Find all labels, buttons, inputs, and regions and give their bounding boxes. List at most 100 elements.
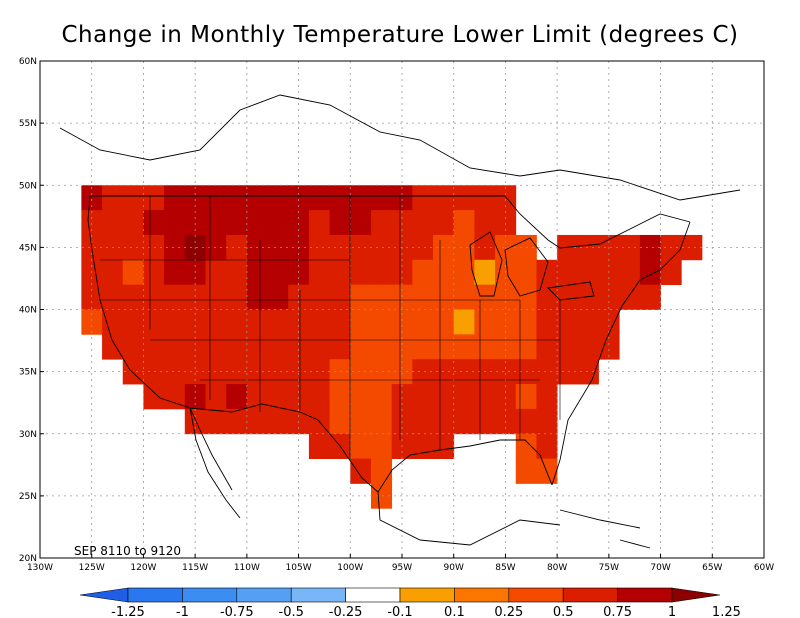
grid-cell — [246, 384, 268, 410]
grid-cell — [370, 359, 393, 385]
grid-cell — [660, 259, 682, 286]
grid-cell — [205, 309, 227, 335]
grid-cell — [536, 458, 558, 484]
grid-cell — [433, 284, 455, 310]
colorbar-label: 1.25 — [712, 605, 741, 618]
grid-cell — [495, 384, 517, 410]
grid-cell — [267, 408, 289, 435]
grid-cell — [536, 334, 558, 360]
grid-cell — [350, 185, 372, 211]
grid-cell — [102, 284, 124, 310]
grid-cell — [122, 185, 144, 211]
grid-cell — [350, 359, 372, 385]
grid-cell — [329, 210, 351, 236]
grid-cell — [102, 334, 124, 360]
grid-cells-layer — [81, 185, 703, 509]
lon-tick-label: 115W — [182, 563, 208, 573]
grid-cell — [495, 284, 517, 310]
grid-cell — [515, 433, 537, 459]
grid-cell — [143, 284, 165, 310]
grid-cell — [412, 259, 434, 286]
mexico-coast — [377, 491, 561, 546]
lon-tick-label: 85W — [495, 563, 515, 573]
grid-cell — [164, 384, 186, 410]
grid-cell — [639, 284, 661, 310]
grid-cell — [143, 384, 165, 410]
grid-cell — [267, 210, 289, 236]
grid-cell — [143, 185, 165, 211]
colorbar-label: -0.25 — [329, 605, 363, 618]
colorbar-swatch — [127, 587, 183, 603]
grid-cell — [288, 309, 310, 335]
grid-cell — [184, 185, 206, 211]
grid-cell — [143, 210, 165, 236]
grid-cell — [350, 433, 372, 459]
grid-cell — [577, 284, 599, 310]
lat-tick-label: 35N — [19, 368, 37, 378]
grid-cell — [433, 384, 455, 410]
grid-cell — [370, 259, 393, 286]
grid-cell — [122, 334, 144, 360]
grid-cell — [536, 284, 558, 310]
grid-cell — [81, 210, 103, 236]
colorbar-label: -0.75 — [220, 605, 254, 618]
lat-tick-label: 20N — [19, 554, 37, 564]
us-canada-border — [90, 195, 691, 249]
grid-cell — [205, 185, 227, 211]
grid-cell — [184, 210, 206, 236]
grid-cell — [143, 234, 165, 261]
colorbar-label: 0.1 — [444, 605, 465, 618]
baja-peninsula — [189, 407, 241, 519]
grid-cell — [433, 185, 455, 211]
grid-cell — [453, 259, 475, 286]
grid-cell — [329, 259, 351, 286]
colorbar-label: 0.5 — [553, 605, 574, 618]
lon-tick-label: 100W — [337, 563, 363, 573]
grid-cell — [619, 259, 641, 286]
grid-cell — [288, 384, 310, 410]
grid-cell — [453, 408, 475, 435]
grid-cell — [246, 210, 268, 236]
grid-cell — [412, 359, 434, 385]
gridlines-layer — [40, 61, 764, 558]
grid-cell — [267, 334, 289, 360]
grid-cell — [267, 309, 289, 335]
latitude-labels: 20N 25N 30N 35N 40N 45N 50N 55N 60N — [19, 57, 44, 564]
grid-cell — [184, 334, 206, 360]
colorbar-swatch — [508, 587, 564, 603]
grid-cell — [536, 259, 558, 286]
colorbar-label: 1 — [668, 605, 676, 618]
grid-cell — [164, 234, 186, 261]
colorbar-label: -0.1 — [387, 605, 412, 618]
grid-cell — [226, 384, 248, 410]
grid-cell — [370, 234, 393, 261]
grid-cell — [370, 284, 393, 310]
grid-cell — [557, 334, 579, 360]
grid-cell — [329, 408, 351, 435]
colorbar-swatch — [562, 587, 618, 603]
grid-cell — [288, 284, 310, 310]
lat-tick-label: 60N — [19, 57, 37, 67]
grid-cell — [184, 384, 206, 410]
grid-cell — [350, 284, 372, 310]
grid-cell — [495, 334, 517, 360]
grid-cell — [536, 309, 558, 335]
grid-cell — [474, 284, 496, 310]
grid-cell — [350, 234, 372, 261]
great-lakes — [469, 231, 595, 301]
grid-cell — [370, 458, 393, 484]
east-coast — [551, 221, 691, 486]
grid-cell — [598, 334, 620, 360]
grid-cell — [391, 185, 413, 211]
grid-cell — [122, 284, 144, 310]
lon-tick-label: 65W — [702, 563, 722, 573]
grid-cell — [81, 309, 103, 335]
gulf-coast — [377, 439, 553, 493]
colorbar-label: -0.5 — [279, 605, 304, 618]
grid-cell — [577, 234, 599, 261]
lon-tick-label: 110W — [234, 563, 260, 573]
grid-cell — [267, 384, 289, 410]
grid-cell — [246, 185, 268, 211]
grid-cell — [639, 234, 661, 261]
grid-cell — [391, 210, 413, 236]
